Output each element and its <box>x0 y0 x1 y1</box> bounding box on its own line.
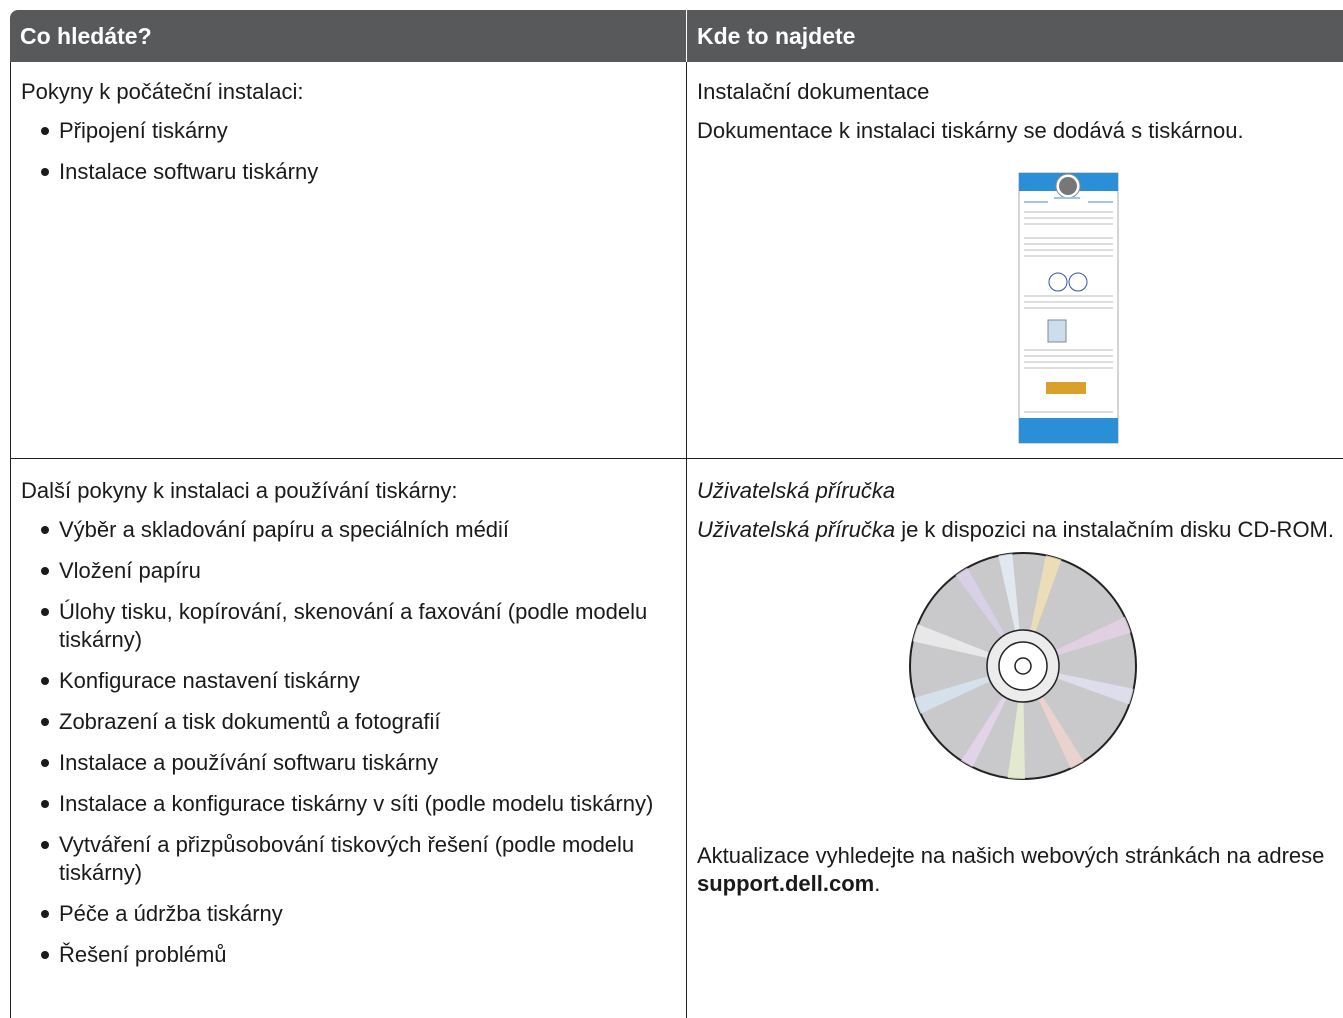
doc-title: Uživatelská příručka <box>697 477 1343 505</box>
bullet-list: Výběr a skladování papíru a speciálních … <box>21 516 677 969</box>
cell: Instalační dokumentace Dokumentace k inst… <box>686 62 1343 459</box>
update-link: support.dell.com <box>697 871 875 896</box>
bullet-item: Konfigurace nastavení tiskárny <box>21 667 677 695</box>
bullet-item: Instalace a používání softwaru tiskárny <box>21 749 677 777</box>
doc-text: Dokumentace k instalaci tiskárny se dodá… <box>697 118 1244 143</box>
header-cell: Co hledáte? <box>10 10 686 62</box>
doc-name: Uživatelská příručka <box>697 517 896 542</box>
doc-text-rest: je k dispozici na instalačním disku CD-R… <box>895 517 1334 542</box>
bullet-item: Výběr a skladování papíru a speciálních … <box>21 516 677 544</box>
bullet-item: Připojení tiskárny <box>21 117 677 145</box>
doc-title: Instalační dokumentace <box>697 79 930 104</box>
cd-disc <box>909 552 1137 780</box>
header-text: Co hledáte? <box>20 23 152 49</box>
bullet-item: Péče a údržba tiskárny <box>21 900 677 928</box>
bullet-item: Zobrazení a tisk dokumentů a fotografií <box>21 708 677 736</box>
bullet-item: Řešení problémů <box>21 941 677 969</box>
bullet-item: Vytváření a přizpůsobování tiskových řeš… <box>21 831 677 887</box>
update-text: Aktualizace vyhledejte na našich webovýc… <box>697 842 1343 898</box>
divider <box>686 10 687 62</box>
bullet-item: Instalace a konfigurace tiskárny v síti … <box>21 790 677 818</box>
header-text: Kde to najdete <box>697 23 856 49</box>
cell: Uživatelská příručka Uživatelská příručka… <box>686 458 1343 1018</box>
header-cell: Kde to najdete <box>687 10 1343 62</box>
intro: Další pokyny k instalaci a používání tis… <box>21 478 458 503</box>
update-text-start: Aktualizace vyhledejte na našich webovýc… <box>697 843 1325 868</box>
bullet-item: Úlohy tisku, kopírování, skenování a fax… <box>21 598 677 654</box>
doc-title-text: Uživatelská příručka <box>697 478 896 503</box>
bullet-list: Připojení tiskárny Instalace softwaru tis… <box>21 117 677 186</box>
bullet-item: Vložení papíru <box>21 557 677 585</box>
cell: Další pokyny k instalaci a používání tis… <box>10 458 687 1018</box>
setup-poster <box>1018 172 1119 444</box>
doc-text: Uživatelská příručka je k dispozici na i… <box>697 516 1343 544</box>
update-text-end: . <box>874 871 881 896</box>
intro: Pokyny k počáteční instalaci: <box>21 79 304 104</box>
bullet-item: Instalace softwaru tiskárny <box>21 158 677 186</box>
cell: Pokyny k počáteční instalaci: Připojení t… <box>10 62 687 459</box>
